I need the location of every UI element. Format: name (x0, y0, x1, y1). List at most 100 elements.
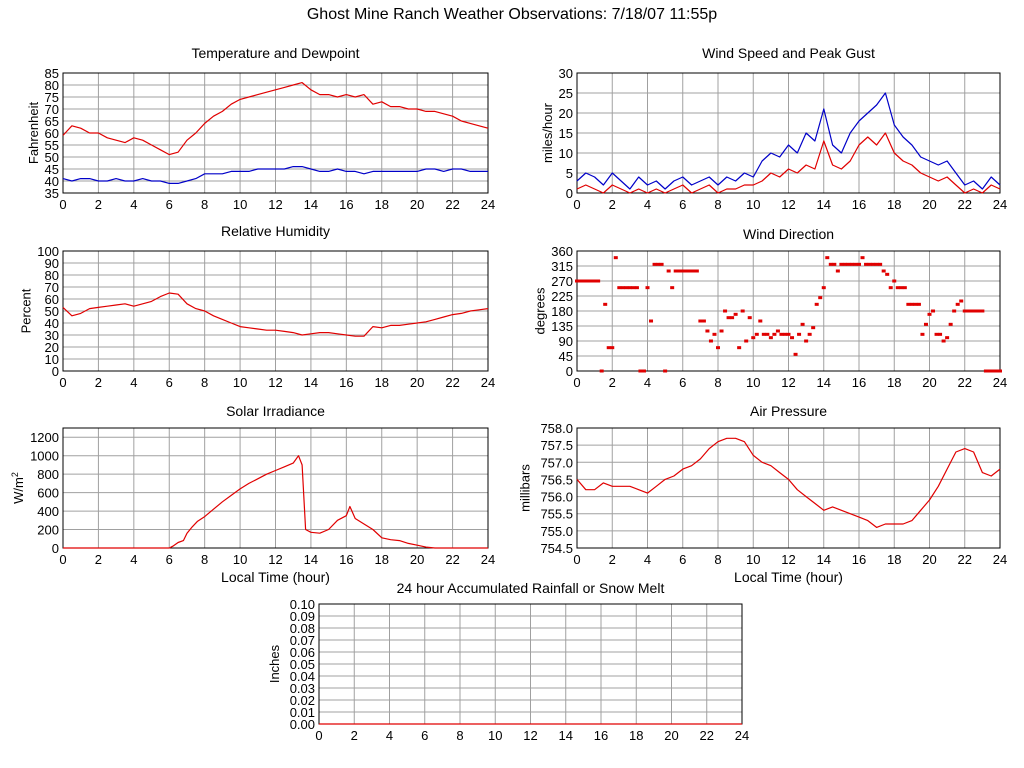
y-axis-label: degrees (533, 287, 548, 334)
wind-direction-point (649, 319, 654, 323)
wind-direction-point (613, 256, 618, 260)
wind-direction-point (596, 279, 601, 283)
solar-series-line-0 (63, 455, 488, 549)
wind-direction-point (906, 302, 911, 306)
x-tick-label: 18 (887, 375, 901, 390)
x-tick-label: 24 (735, 728, 749, 743)
wind-direction-point (652, 262, 657, 266)
y-tick-label: 1200 (30, 430, 59, 445)
wind-direction-point (631, 286, 636, 290)
wind-direction-point (920, 332, 925, 336)
x-tick-label: 10 (746, 552, 760, 567)
x-tick-label: 24 (481, 552, 495, 567)
x-tick-label: 20 (410, 552, 424, 567)
x-tick-label: 8 (714, 197, 721, 212)
y-tick-label: 600 (37, 486, 59, 501)
x-tick-label: 10 (746, 197, 760, 212)
page-title: Ghost Mine Ranch Weather Observations: 7… (306, 6, 718, 23)
chart-title: Relative Humidity (221, 223, 330, 239)
x-tick-label: 22 (958, 375, 972, 390)
wind-direction-point (952, 309, 957, 313)
y-tick-label: 45 (559, 349, 573, 364)
wind-direction-point (575, 279, 579, 283)
x-tick-label: 6 (679, 552, 686, 567)
wind-direction-point (874, 262, 879, 266)
y-axis-label-superscript: 2 (10, 472, 20, 477)
wind-direction-point (867, 262, 872, 266)
wind-direction-point (775, 329, 780, 333)
x-tick-label: 16 (339, 375, 353, 390)
x-tick-label: 2 (95, 197, 102, 212)
wind-direction-point (938, 332, 943, 336)
x-axis-label: Local Time (hour) (221, 569, 330, 585)
plot-frame (62, 427, 489, 549)
y-tick-label: 20 (559, 106, 573, 121)
x-tick-label: 6 (166, 552, 173, 567)
y-axis-label: millibars (518, 464, 533, 512)
y-tick-label: 800 (37, 467, 59, 482)
chart-title: Wind Speed and Peak Gust (702, 45, 875, 61)
wind-direction-point (726, 316, 731, 320)
y-tick-label: 135 (551, 319, 573, 334)
x-tick-label: 10 (746, 375, 760, 390)
y-tick-label: 0.03 (290, 681, 315, 696)
y-tick-label: 15 (559, 126, 573, 141)
wind-direction-point (744, 339, 749, 343)
wind-direction-point (687, 269, 692, 273)
wind-direction-point (797, 332, 802, 336)
wind-direction-point (754, 332, 759, 336)
x-tick-label: 8 (456, 728, 463, 743)
wind-direction-point (934, 332, 939, 336)
wind-direction-point (673, 269, 678, 273)
y-tick-label: 754.5 (540, 541, 573, 556)
x-tick-label: 8 (201, 197, 208, 212)
x-tick-label: 14 (304, 197, 318, 212)
wind-direction-point (983, 369, 988, 373)
y-tick-label: 75 (45, 90, 59, 105)
wind-direction-point (994, 369, 999, 373)
y-tick-label: 80 (45, 268, 59, 283)
y-tick-label: 45 (45, 162, 59, 177)
wind-direction-point (790, 336, 795, 340)
wind-direction-point (610, 346, 615, 350)
chart-title: Temperature and Dewpoint (191, 45, 359, 61)
wind-direction-point (768, 336, 773, 340)
x-axis-label: Local Time (hour) (734, 569, 843, 585)
x-tick-label: 8 (714, 552, 721, 567)
chart-title: Air Pressure (750, 403, 827, 419)
chart-title: Solar Irradiance (226, 403, 325, 419)
x-tick-label: 12 (268, 552, 282, 567)
x-tick-label: 22 (958, 552, 972, 567)
wind-direction-point (825, 256, 830, 260)
wind-direction-point (811, 326, 816, 330)
wind-direction-point (723, 309, 728, 313)
wind-direction-point (659, 262, 664, 266)
y-tick-label: 30 (45, 328, 59, 343)
y-tick-label: 100 (37, 244, 59, 259)
x-tick-label: 16 (852, 197, 866, 212)
x-tick-label: 10 (233, 375, 247, 390)
x-tick-label: 12 (268, 197, 282, 212)
y-tick-label: 60 (45, 292, 59, 307)
x-tick-label: 2 (609, 197, 616, 212)
y-tick-label: 0.07 (290, 633, 315, 648)
y-tick-label: 756.5 (540, 472, 573, 487)
y-tick-label: 270 (551, 274, 573, 289)
wind-direction-point (691, 269, 696, 273)
x-tick-label: 14 (817, 375, 831, 390)
wind-direction-point (966, 309, 971, 313)
x-tick-label: 10 (488, 728, 502, 743)
x-tick-label: 6 (679, 375, 686, 390)
x-tick-label: 18 (887, 197, 901, 212)
wind-direction-point (871, 262, 876, 266)
x-tick-label: 22 (445, 375, 459, 390)
x-tick-label: 16 (339, 552, 353, 567)
x-tick-label: 12 (523, 728, 537, 743)
wind-direction-point (913, 302, 918, 306)
wind-direction-point (793, 352, 798, 356)
x-tick-label: 12 (268, 375, 282, 390)
x-tick-label: 14 (559, 728, 573, 743)
y-tick-label: 50 (45, 304, 59, 319)
